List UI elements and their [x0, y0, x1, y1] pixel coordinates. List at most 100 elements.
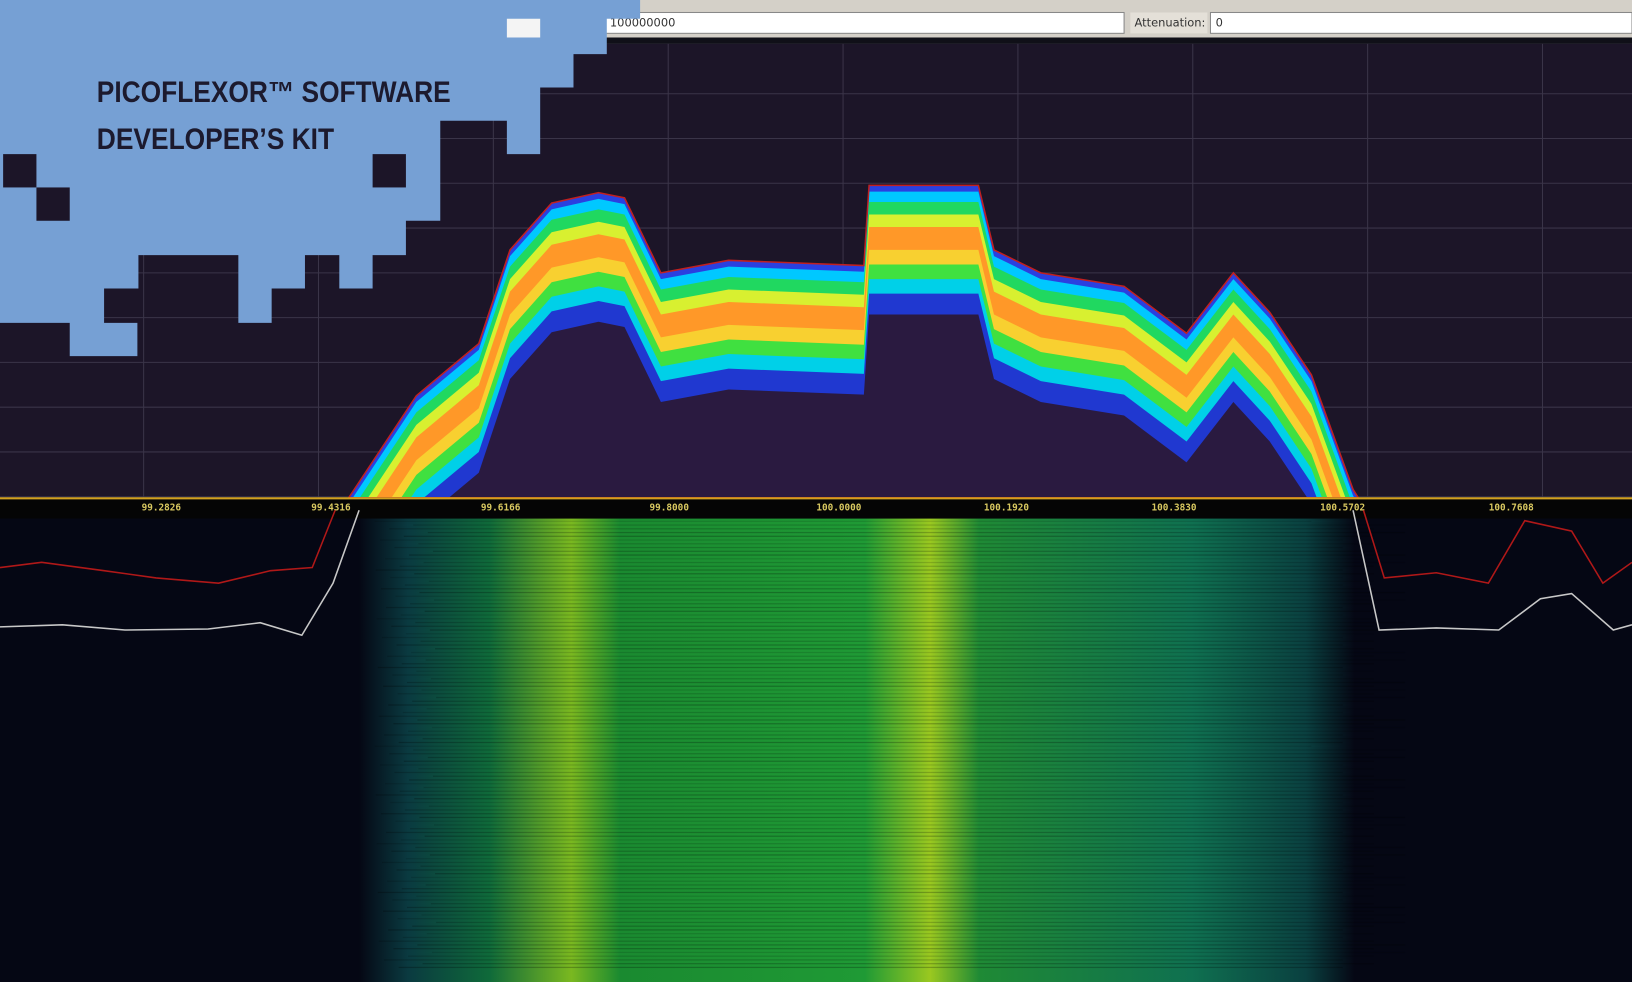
- waterfall-streak: [388, 704, 1343, 706]
- waterfall-streak: [431, 726, 1406, 729]
- toolbar-border: [0, 37, 1632, 44]
- waterfall-streak: [399, 790, 1374, 792]
- waterfall-streak: [410, 828, 1374, 830]
- waterfall-streak: [428, 580, 1374, 582]
- waterfall-streak: [432, 775, 1374, 777]
- waterfall-streak: [379, 764, 1343, 766]
- waterfall-streak: [417, 944, 1406, 946]
- waterfall-streak: [375, 569, 1343, 571]
- waterfall-streak: [427, 531, 1406, 534]
- waterfall-streak: [416, 895, 1374, 897]
- waterfall-streak: [385, 558, 1374, 560]
- waterfall-streak: [400, 614, 1343, 616]
- spectrum-layer: [348, 314, 1359, 498]
- axis-label: 99.8000: [650, 503, 690, 514]
- waterfall-streak: [385, 783, 1374, 785]
- waterfall-streak: [414, 573, 1374, 575]
- waterfall-streak: [375, 794, 1343, 796]
- waterfall: [0, 518, 1632, 982]
- waterfall-streak: [389, 753, 1374, 755]
- waterfall-streak: [402, 936, 1343, 939]
- attenuation-value: 0: [1216, 15, 1223, 29]
- frequency-input[interactable]: [603, 11, 1125, 34]
- waterfall-streak: [405, 633, 1374, 635]
- waterfall-streak: [413, 749, 1406, 751]
- trace-max-right: [1362, 510, 1632, 585]
- brand-overlay: [0, 0, 641, 357]
- waterfall-streak: [383, 685, 1374, 687]
- waterfall-streak: [415, 846, 1406, 849]
- waterfall-streak: [379, 539, 1343, 541]
- waterfall-streak: [397, 693, 1374, 695]
- waterfall-streak: [420, 865, 1374, 867]
- attenuation-label-box: [1130, 12, 1208, 34]
- waterfall-streak: [392, 899, 1343, 901]
- waterfall-streak: [414, 798, 1374, 800]
- waterfall-streak: [422, 963, 1374, 965]
- trace-avg-right: [1352, 510, 1632, 631]
- waterfall-streak: [386, 606, 1343, 609]
- waterfall-streak: [423, 561, 1406, 564]
- waterfall-streak: [381, 636, 1343, 639]
- waterfall-streak: [411, 876, 1406, 879]
- waterfall-streak: [389, 528, 1374, 530]
- axis-label: 100.3830: [1151, 503, 1196, 514]
- waterfall-streak: [432, 550, 1374, 552]
- waterfall-streak: [430, 903, 1374, 905]
- trace-max-left: [0, 509, 336, 584]
- axis-label: 100.7608: [1489, 503, 1534, 514]
- waterfall-streak: [430, 678, 1374, 680]
- waterfall-streak: [404, 584, 1343, 586]
- waterfall-streak: [424, 610, 1374, 612]
- waterfall-streak: [431, 951, 1406, 954]
- waterfall-streak: [417, 719, 1406, 721]
- axis-label: 99.2826: [142, 503, 182, 514]
- attenuation-input[interactable]: [1209, 11, 1632, 34]
- waterfall-streak: [404, 809, 1343, 811]
- waterfall-streak: [415, 621, 1406, 624]
- waterfall-streak: [374, 745, 1312, 747]
- waterfall-streak: [391, 850, 1374, 852]
- title-line: DEVELOPER’S KIT: [97, 124, 334, 156]
- waterfall-streak: [403, 535, 1374, 537]
- axis-strip: [0, 497, 1632, 519]
- waterfall-streak: [434, 599, 1406, 601]
- axis-label: 99.4316: [311, 503, 351, 514]
- waterfall-streak: [402, 711, 1343, 714]
- waterfall-streak: [406, 681, 1406, 684]
- waterfall-streak: [394, 771, 1343, 774]
- title-line: PICOFLEXOR™ SOFTWARE: [97, 77, 451, 109]
- waterfall-streak: [422, 738, 1374, 740]
- waterfall-streak: [416, 670, 1374, 672]
- axis-label: 100.5702: [1320, 503, 1365, 514]
- waterfall-streak: [408, 730, 1374, 732]
- axis-label: 99.6166: [481, 503, 521, 514]
- waterfall-streak: [397, 918, 1374, 920]
- waterfall-streak: [412, 700, 1374, 702]
- waterfall-streak: [387, 880, 1374, 882]
- waterfall-streak: [383, 910, 1374, 912]
- waterfall-streak: [429, 854, 1406, 856]
- waterfall-streak: [411, 651, 1406, 654]
- waterfall-streak: [380, 588, 1374, 590]
- axis-labels: 99.2826 99.4316 99.6166 99.8000 100.0000 100.…: [142, 503, 1535, 514]
- waterfall-streak: [376, 618, 1374, 620]
- pixel-block: [372, 154, 406, 188]
- waterfall-streak: [393, 723, 1374, 725]
- waterfall-streak: [391, 625, 1374, 627]
- waterfall-streak: [376, 843, 1374, 845]
- frequency-value: 100000000: [610, 15, 675, 29]
- waterfall-streak: [393, 948, 1374, 950]
- waterfall-streak: [436, 696, 1406, 699]
- waterfall-streaks: [374, 520, 1406, 969]
- waterfall-streak: [425, 884, 1406, 886]
- waterfall-streak: [426, 708, 1374, 710]
- pixel-block: [3, 154, 37, 188]
- waterfall-streak: [424, 835, 1374, 837]
- waterfall-streak: [392, 674, 1343, 676]
- waterfall-streak: [429, 629, 1406, 631]
- waterfall-streak: [378, 715, 1374, 717]
- waterfall-streak: [374, 520, 1312, 522]
